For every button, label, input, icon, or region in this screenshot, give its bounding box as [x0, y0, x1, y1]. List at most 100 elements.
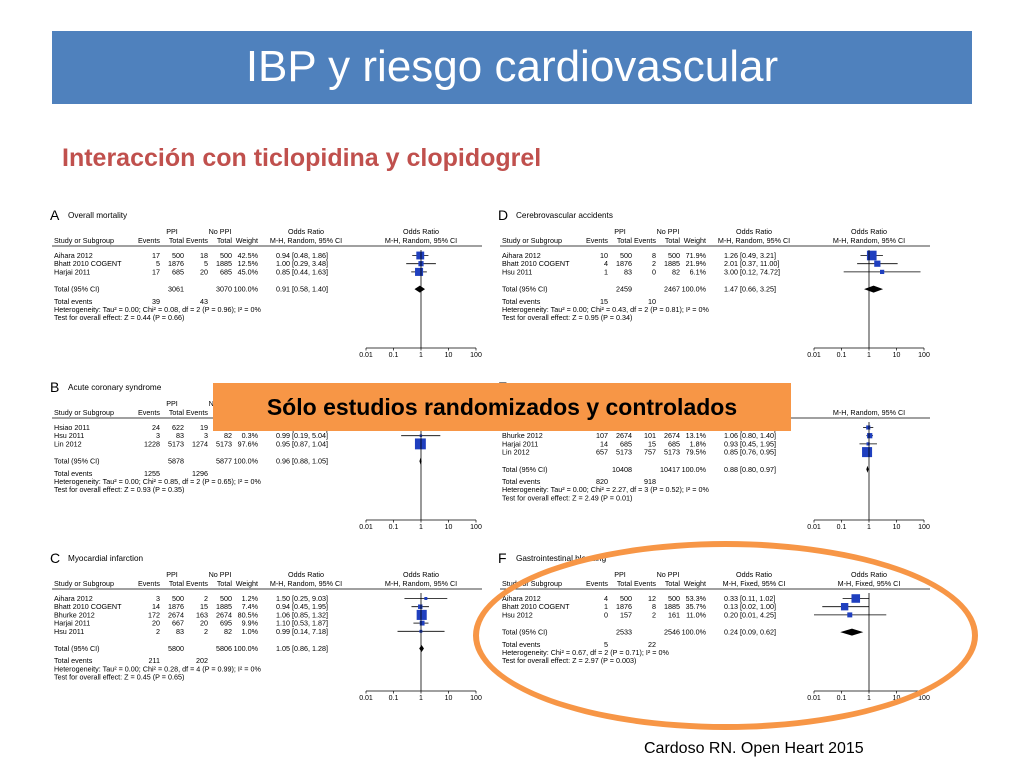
study-weight: 1.0%	[242, 627, 259, 636]
study-total2: 82	[224, 431, 232, 440]
heterogeneity: Heterogeneity: Tau² = 0.00; Chi² = 0.43,…	[502, 305, 710, 314]
study-total1: 2674	[616, 431, 632, 440]
total-diamond	[419, 457, 422, 465]
or-header: Odds Ratio	[288, 570, 324, 579]
study-ci: 1.50 [0.25, 9.03]	[276, 594, 328, 603]
study-events1: 14	[600, 439, 608, 448]
study-total2: 5173	[216, 439, 232, 448]
study-events1: 14	[152, 602, 160, 611]
study-events2: 8	[652, 251, 656, 260]
study-events1: 1228	[144, 439, 160, 448]
slide-subtitle: Interacción con ticlopidina y clopidogre…	[62, 144, 542, 172]
study-name: Bhurke 2012	[54, 610, 95, 619]
x-tick-label: 0.1	[389, 695, 399, 701]
col-events-header: Events	[586, 236, 608, 245]
col-events-header: Events	[186, 579, 208, 588]
study-name: Aihara 2012	[54, 251, 93, 260]
group1-header: PPI	[166, 399, 178, 408]
col-total-header: Total	[665, 236, 681, 245]
total-label: Total (95% CI)	[502, 285, 548, 294]
study-weight: 0.3%	[242, 431, 259, 440]
col-weight-header: Weight	[236, 236, 258, 245]
study-weight: 12.5%	[238, 259, 259, 268]
study-events2: 163	[196, 610, 208, 619]
slide-title: IBP y riesgo cardiovascular	[245, 42, 779, 91]
events1: 15	[600, 297, 608, 306]
study-total1: 5173	[616, 448, 632, 457]
study-total1: 685	[620, 439, 632, 448]
total-ci: 0.91 [0.58, 1.40]	[276, 285, 328, 294]
study-events2: 1274	[192, 439, 208, 448]
x-tick-label: 1	[419, 695, 423, 701]
total-label: Total (95% CI)	[502, 465, 548, 474]
col-study-header: Study or Subgroup	[54, 408, 114, 417]
panel-title: Acute coronary syndrome	[68, 383, 162, 392]
study-events1: 24	[152, 423, 160, 432]
study-total1: 5173	[168, 439, 184, 448]
study-total1: 500	[620, 251, 632, 260]
study-weight: 45.0%	[238, 267, 259, 276]
study-weight: 80.5%	[238, 610, 259, 619]
study-marker	[424, 597, 428, 600]
study-ci: 0.95 [0.87, 1.04]	[276, 439, 328, 448]
events-label: Total events	[54, 656, 93, 665]
study-weight: 97.6%	[238, 439, 259, 448]
forest-plot-d: D Cerebrovascular accidents PPI No PPI Odds …	[496, 208, 936, 358]
study-weight: 1.2%	[242, 594, 259, 603]
x-tick-label: 1	[419, 352, 423, 358]
x-tick-label: 100	[470, 352, 482, 358]
total-diamond	[414, 285, 426, 293]
study-marker	[416, 251, 425, 260]
study-ci: 0.99 [0.19, 5.04]	[276, 431, 328, 440]
study-weight: 6.1%	[690, 267, 707, 276]
events1: 820	[596, 477, 608, 486]
col-weight-header: Weight	[236, 579, 258, 588]
study-total2: 2674	[664, 431, 680, 440]
col-total-header: Total	[217, 236, 233, 245]
study-name: Harjai 2011	[54, 619, 90, 628]
study-events2: 101	[644, 431, 656, 440]
panel-title: Myocardial infarction	[68, 554, 144, 563]
events-label: Total events	[54, 469, 93, 478]
panel-title: Overall mortality	[68, 211, 128, 220]
group2-header: No PPI	[209, 227, 232, 236]
group1-header: PPI	[614, 227, 626, 236]
study-marker	[866, 442, 870, 446]
col-study-header: Study or Subgroup	[54, 236, 114, 245]
study-events1: 5	[156, 259, 160, 268]
forest-svg-c: C Myocardial infarction PPI No PPI Odds Rati…	[50, 551, 482, 701]
total-n2: 10417	[660, 465, 680, 474]
study-total2: 1885	[664, 259, 680, 268]
x-tick-label: 100	[918, 695, 930, 701]
study-total2: 685	[668, 439, 680, 448]
panel-title: Gastrointestinal bleeding	[516, 554, 607, 563]
col-events-header: Events	[138, 579, 160, 588]
study-events1: 2	[156, 627, 160, 636]
study-ci: 2.01 [0.37, 11.00]	[724, 259, 779, 268]
study-events2: 18	[200, 251, 208, 260]
total-label: Total (95% CI)	[54, 457, 100, 466]
study-events2: 19	[200, 423, 208, 432]
study-events2: 15	[200, 602, 208, 611]
study-weight: 21.9%	[686, 259, 707, 268]
study-events2: 20	[200, 267, 208, 276]
or-method: M-H, Random, 95% CI	[270, 579, 342, 588]
study-events1: 17	[152, 267, 160, 276]
total-ci: 0.88 [0.80, 0.97]	[724, 465, 776, 474]
study-total2: 1885	[216, 602, 232, 611]
study-events1: 107	[596, 431, 608, 440]
study-name: Lin 2012	[502, 448, 530, 457]
study-weight: 79.5%	[686, 448, 707, 457]
overall-effect: Test for overall effect: Z = 2.49 (P = 0…	[502, 493, 632, 502]
col-study-header: Study or Subgroup	[502, 236, 562, 245]
study-total2: 82	[224, 627, 232, 636]
study-total2: 695	[220, 619, 232, 628]
study-total1: 83	[624, 267, 632, 276]
total-n1: 10408	[612, 465, 632, 474]
banner: Sólo estudios randomizados y controlados	[213, 383, 791, 431]
x-tick-label: 10	[893, 352, 901, 358]
study-total1: 500	[172, 594, 184, 603]
total-weight: 100.0%	[234, 457, 259, 466]
